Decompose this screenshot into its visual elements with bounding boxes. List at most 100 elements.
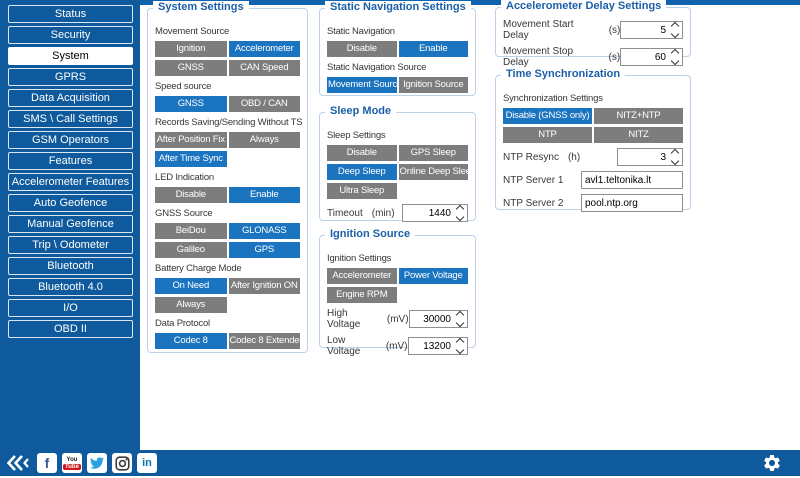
- facebook-icon[interactable]: f: [37, 453, 57, 473]
- option-nitz-ntp[interactable]: NITZ+NTP: [594, 108, 683, 124]
- setting-label-records-without-ts: Records Saving/Sending Without TS: [155, 117, 303, 128]
- static-navigation-panel: Static Navigation Settings Static Naviga…: [319, 1, 476, 96]
- sidebar-item-io[interactable]: I/O: [8, 299, 133, 317]
- spinner-up-down-icon[interactable]: [669, 148, 682, 166]
- field-label-movement-stop-delay: Movement Stop Delay: [503, 46, 574, 68]
- option-online-deep-sleep[interactable]: Online Deep Sleep: [398, 164, 468, 180]
- option-codec-8[interactable]: Codec 8: [155, 333, 227, 349]
- option-led-enable[interactable]: Enable: [228, 187, 300, 203]
- instagram-icon[interactable]: [112, 453, 132, 473]
- movement-stop-delay-spinner[interactable]: 60: [620, 48, 683, 66]
- spinner-value: 1440: [428, 207, 451, 219]
- option-gps[interactable]: GPS: [228, 242, 300, 258]
- spinner-value: 30000: [423, 313, 451, 325]
- option-nitz[interactable]: NITZ: [594, 127, 683, 143]
- spinner-up-down-icon[interactable]: [669, 48, 682, 66]
- option-can-speed[interactable]: CAN Speed: [228, 60, 300, 76]
- option-after-ignition-on[interactable]: After Ignition ON: [228, 278, 300, 294]
- sidebar-item-data-acquisition[interactable]: Data Acquisition: [8, 89, 133, 107]
- sidebar-item-manual-geofence[interactable]: Manual Geofence: [8, 215, 133, 233]
- setting-label-sleep-settings: Sleep Settings: [327, 130, 386, 141]
- spinner-up-down-icon[interactable]: [454, 337, 467, 355]
- option-gps-sleep[interactable]: GPS Sleep: [398, 145, 468, 161]
- sidebar-item-sms-call-settings[interactable]: SMS \ Call Settings: [8, 110, 133, 128]
- ignition-source-panel: Ignition Source Ignition Settings Accele…: [319, 228, 476, 357]
- sidebar-item-accelerometer-features[interactable]: Accelerometer Features: [8, 173, 133, 191]
- field-unit: (mV): [385, 340, 408, 352]
- option-ultra-sleep[interactable]: Ultra Sleep: [327, 183, 397, 199]
- sidebar-item-bluetooth-40[interactable]: Bluetooth 4.0: [8, 278, 133, 296]
- setting-label-static-navigation-source: Static Navigation Source: [327, 62, 427, 73]
- spinner-up-down-icon[interactable]: [454, 204, 467, 222]
- field-unit: (min): [371, 207, 395, 219]
- option-codec-8-extended[interactable]: Codec 8 Extended: [228, 333, 300, 349]
- field-low-voltage: Low Voltage (mV) 13200: [327, 335, 468, 357]
- option-power-voltage[interactable]: Power Voltage: [398, 268, 468, 284]
- option-ntp[interactable]: NTP: [503, 127, 592, 143]
- low-voltage-spinner[interactable]: 13200: [407, 337, 468, 355]
- setting-label-led-indication: LED Indication: [155, 172, 214, 183]
- option-on-need[interactable]: On Need: [155, 278, 227, 294]
- youtube-icon[interactable]: You Tube: [62, 453, 82, 473]
- sidebar-item-obd-ii[interactable]: OBD II: [8, 320, 133, 338]
- option-disable-gnss-only[interactable]: Disable (GNSS only): [503, 108, 592, 124]
- sidebar-item-status[interactable]: Status: [8, 5, 133, 23]
- field-label-ntp-server-1: NTP Server 1: [503, 174, 564, 186]
- panel-title: Sleep Mode: [325, 105, 397, 117]
- option-speed-gnss[interactable]: GNSS: [155, 96, 227, 112]
- field-label-low-voltage: Low Voltage: [327, 335, 361, 357]
- ntp-resync-spinner[interactable]: 3: [617, 148, 683, 166]
- system-settings-panel: System Settings Movement Source Ignition…: [147, 1, 308, 353]
- option-deep-sleep[interactable]: Deep Sleep: [327, 164, 397, 180]
- ntp-server-1-input[interactable]: [581, 171, 683, 189]
- option-gnss[interactable]: GNSS: [155, 60, 227, 76]
- option-glonass[interactable]: GLONASS: [228, 223, 300, 239]
- field-ntp-server-1: NTP Server 1: [503, 171, 683, 189]
- option-engine-rpm[interactable]: Engine RPM: [327, 287, 397, 303]
- timeout-spinner[interactable]: 1440: [402, 204, 468, 222]
- panel-title: Time Synchronization: [501, 68, 626, 80]
- option-galileo[interactable]: Galileo: [155, 242, 227, 258]
- panel-title: Accelerometer Delay Settings: [501, 0, 667, 12]
- twitter-icon[interactable]: [87, 453, 107, 473]
- field-movement-stop-delay: Movement Stop Delay (s) 60: [503, 46, 683, 68]
- field-label-ntp-resync: NTP Resync: [503, 151, 559, 163]
- option-obd-can[interactable]: OBD / CAN: [228, 96, 300, 112]
- option-accelerometer[interactable]: Accelerometer: [228, 41, 300, 57]
- option-always-charge[interactable]: Always: [155, 297, 227, 313]
- option-ignition[interactable]: Ignition: [155, 41, 227, 57]
- sidebar-item-gsm-operators[interactable]: GSM Operators: [8, 131, 133, 149]
- spinner-up-down-icon[interactable]: [669, 21, 682, 39]
- footer-bar: f You Tube in: [0, 450, 800, 476]
- field-unit: (s): [608, 51, 621, 63]
- option-always-ts[interactable]: Always: [228, 132, 300, 148]
- sidebar-item-system[interactable]: System: [8, 47, 133, 65]
- collapse-sidebar-icon[interactable]: [6, 454, 32, 472]
- option-ignition-accelerometer[interactable]: Accelerometer: [327, 268, 397, 284]
- high-voltage-spinner[interactable]: 30000: [408, 310, 468, 328]
- option-sleep-disable[interactable]: Disable: [327, 145, 397, 161]
- sidebar-item-auto-geofence[interactable]: Auto Geofence: [8, 194, 133, 212]
- settings-gear-icon[interactable]: [762, 453, 782, 473]
- panel-title: Static Navigation Settings: [325, 1, 471, 13]
- option-led-disable[interactable]: Disable: [155, 187, 227, 203]
- sidebar-item-features[interactable]: Features: [8, 152, 133, 170]
- option-movement-source[interactable]: Movement Source: [327, 77, 397, 93]
- option-ignition-source[interactable]: Ignition Source: [398, 77, 468, 93]
- sidebar-item-bluetooth[interactable]: Bluetooth: [8, 257, 133, 275]
- ntp-server-2-input[interactable]: [581, 194, 683, 212]
- option-after-time-sync[interactable]: After Time Sync: [155, 151, 227, 167]
- setting-label-battery-charge-mode: Battery Charge Mode: [155, 263, 242, 274]
- option-beidou[interactable]: BeiDou: [155, 223, 227, 239]
- spinner-up-down-icon[interactable]: [454, 310, 467, 328]
- option-staticnav-enable[interactable]: Enable: [398, 41, 468, 57]
- spinner-value: 5: [660, 24, 666, 36]
- field-label-ntp-server-2: NTP Server 2: [503, 197, 564, 209]
- sidebar-item-trip-odometer[interactable]: Trip \ Odometer: [8, 236, 133, 254]
- option-staticnav-disable[interactable]: Disable: [327, 41, 397, 57]
- movement-start-delay-spinner[interactable]: 5: [620, 21, 683, 39]
- sidebar-item-security[interactable]: Security: [8, 26, 133, 44]
- linkedin-icon[interactable]: in: [137, 453, 157, 473]
- option-after-position-fix[interactable]: After Position Fix: [155, 132, 227, 148]
- sidebar-item-gprs[interactable]: GPRS: [8, 68, 133, 86]
